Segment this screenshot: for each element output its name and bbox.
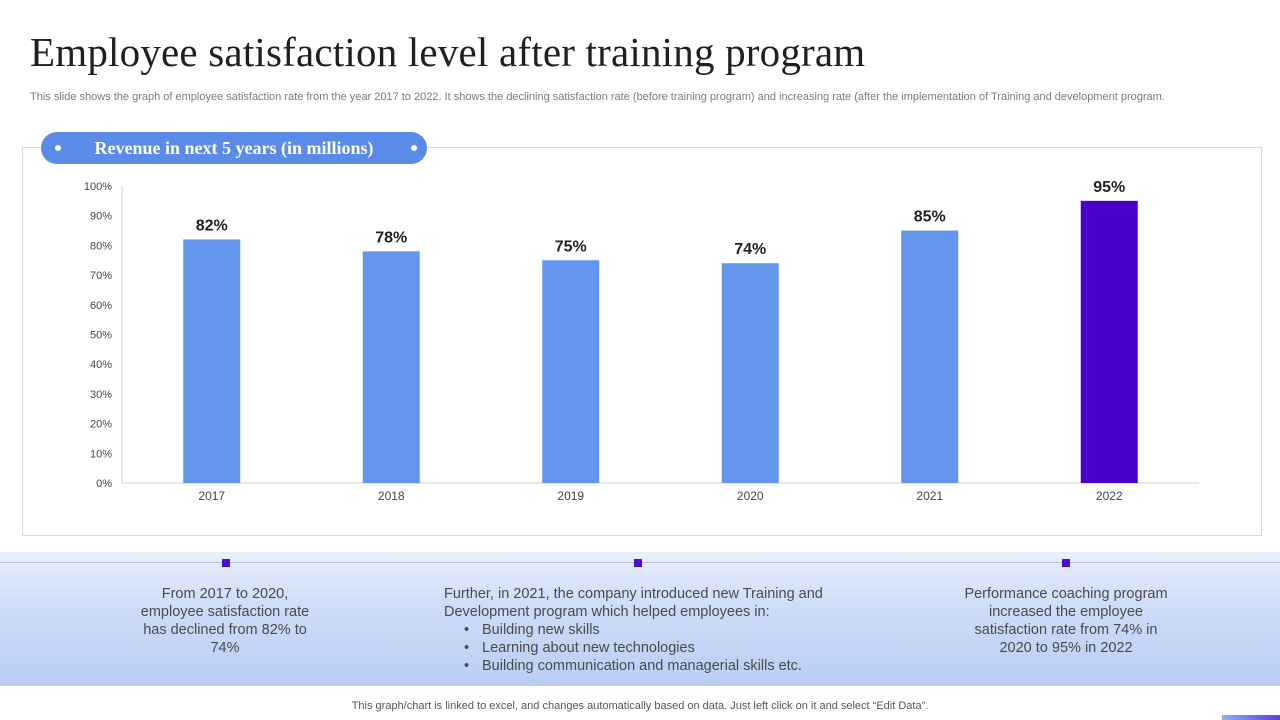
timeline-marker-left [222,559,230,567]
y-tick-label: 20% [90,419,112,431]
list-item: Building communication and managerial sk… [464,657,844,675]
y-tick-label: 80% [90,240,112,252]
note-middle-list: Building new skills Learning about new t… [444,621,844,675]
bar-2017[interactable] [183,239,241,483]
note-middle-intro: Further, in 2021, the company introduced… [444,586,823,620]
x-tick-label: 2018 [378,489,405,503]
x-tick-label: 2020 [737,489,764,503]
satisfaction-bar-chart[interactable]: 0% 10% 20% 30% 40% 50% 60% 70% 80% 90% 100% 82% 2017… [0,0,1280,540]
note-left: From 2017 to 2020, employee satisfaction… [140,586,310,656]
footer-note: This graph/chart is linked to excel, and… [351,700,929,712]
x-tick-label: 2019 [557,489,584,503]
corner-accent [1222,715,1280,720]
y-tick-label: 90% [90,211,112,223]
data-label-2019: 75% [555,238,587,255]
x-tick-label: 2021 [916,489,943,503]
y-tick-label: 30% [90,389,112,401]
bar-2018[interactable] [362,251,420,483]
data-label-2022: 95% [1093,179,1125,196]
y-tick-label: 60% [90,300,112,312]
data-label-2018: 78% [375,229,407,246]
bar-2021[interactable] [901,230,959,483]
page-title: Employee satisfaction level after traini… [30,29,866,75]
page-subtitle: This slide shows the graph of employee s… [30,91,1165,103]
data-label-2021: 85% [914,209,946,226]
y-tick-label: 0% [96,478,112,490]
y-tick-label: 40% [90,359,112,371]
x-tick-label: 2022 [1096,489,1123,503]
timeline-marker-middle [634,559,642,567]
y-tick-label: 10% [90,448,112,460]
notes-band: From 2017 to 2020, employee satisfaction… [0,552,1280,686]
chart-pill-label: Revenue in next 5 years (in millions) [94,137,374,158]
data-label-2017: 82% [196,217,228,234]
data-label-2020: 74% [734,241,766,258]
pill-dot-right [411,145,417,151]
y-tick-label: 70% [90,270,112,282]
y-tick-label: 100% [84,181,112,193]
note-right: Performance coaching program increased t… [964,586,1168,656]
bar-2020[interactable] [721,263,779,483]
bar-2022[interactable] [1080,200,1138,483]
note-middle: Further, in 2021, the company introduced… [444,585,844,675]
pill-dot-left [55,145,61,151]
list-item: Learning about new technologies [464,639,844,657]
list-item: Building new skills [464,621,844,639]
x-tick-label: 2017 [198,489,225,503]
chart-title-pill: Revenue in next 5 years (in millions) [41,132,427,164]
y-tick-label: 50% [90,330,112,342]
bar-2019[interactable] [542,260,600,483]
timeline-marker-right [1062,559,1070,567]
